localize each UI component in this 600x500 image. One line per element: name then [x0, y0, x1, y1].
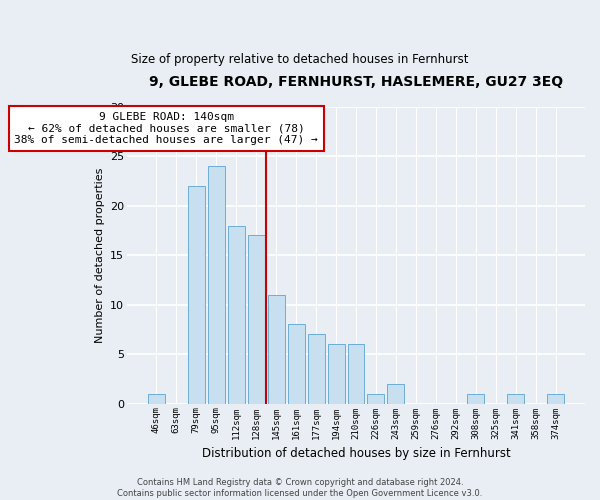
X-axis label: Distribution of detached houses by size in Fernhurst: Distribution of detached houses by size … — [202, 447, 511, 460]
Bar — [268, 295, 284, 404]
Bar — [287, 324, 305, 404]
Bar — [467, 394, 484, 404]
Bar — [208, 166, 224, 404]
Bar — [248, 236, 265, 404]
Text: 9 GLEBE ROAD: 140sqm
← 62% of detached houses are smaller (78)
38% of semi-detac: 9 GLEBE ROAD: 140sqm ← 62% of detached h… — [14, 112, 318, 145]
Bar — [507, 394, 524, 404]
Bar — [148, 394, 165, 404]
Bar — [308, 334, 325, 404]
Bar — [367, 394, 385, 404]
Text: Size of property relative to detached houses in Fernhurst: Size of property relative to detached ho… — [131, 52, 469, 66]
Y-axis label: Number of detached properties: Number of detached properties — [95, 168, 104, 343]
Bar — [547, 394, 564, 404]
Bar — [227, 226, 245, 404]
Bar — [188, 186, 205, 404]
Text: Contains HM Land Registry data © Crown copyright and database right 2024.
Contai: Contains HM Land Registry data © Crown c… — [118, 478, 482, 498]
Bar — [388, 384, 404, 404]
Bar — [347, 344, 364, 404]
Title: 9, GLEBE ROAD, FERNHURST, HASLEMERE, GU27 3EQ: 9, GLEBE ROAD, FERNHURST, HASLEMERE, GU2… — [149, 75, 563, 89]
Bar — [328, 344, 344, 404]
